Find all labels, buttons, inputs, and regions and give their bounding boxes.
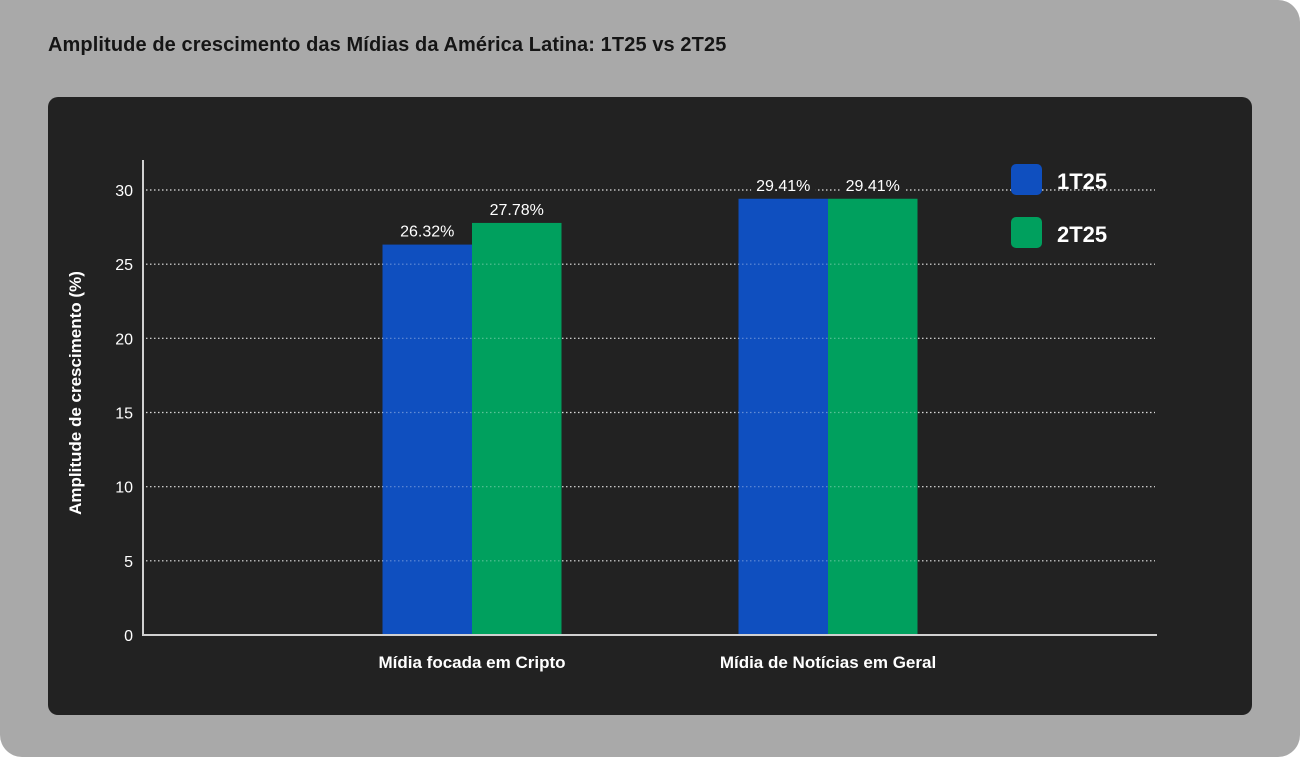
data-label-bg [751,177,816,195]
bar-2T25-1 [828,198,918,636]
y-tick-label: 5 [124,554,133,571]
gridlines-overlay [146,189,1155,562]
legend-label: 1T25 [1057,169,1107,194]
data-label: 29.41% [846,178,900,195]
data-label-bg [395,223,460,241]
axes [142,160,1157,636]
data-label: 27.78% [490,202,544,219]
bar-2T25-0 [472,222,562,635]
page-title: Amplitude de crescimento das Mídias da A… [48,34,727,56]
x-category-labels: Mídia focada em Cripto Mídia de Notícias … [378,653,936,672]
chart-panel [48,97,1252,715]
y-tick-label: 30 [115,183,133,200]
y-axis-label: Amplitude de crescimento (%) [66,271,85,515]
data-label-bg [840,177,905,195]
legend-swatch-1T25 [1011,164,1042,195]
y-tick-label: 15 [115,406,133,423]
x-category-label: Mídia focada em Cripto [378,653,565,672]
data-label: 26.32% [400,224,454,241]
data-labels: 26.32% 27.78% 29.41% 29.41% [395,177,905,241]
data-label-bg [484,201,549,219]
y-tick-labels: 0 5 10 15 20 25 30 [115,183,133,645]
legend: 1T25 2T25 [1011,164,1107,248]
data-label: 29.41% [756,178,810,195]
gridlines [146,189,1155,562]
bar-1T25-0 [382,244,472,635]
bar-1T25-1 [738,198,828,636]
y-tick-label: 10 [115,480,133,497]
bars [382,198,918,636]
y-tick-label: 0 [124,628,133,645]
legend-label: 2T25 [1057,222,1107,247]
legend-swatch-2T25 [1011,217,1042,248]
y-tick-label: 25 [115,257,133,274]
y-tick-label: 20 [115,331,133,348]
x-category-label: Mídia de Notícias em Geral [720,653,936,672]
